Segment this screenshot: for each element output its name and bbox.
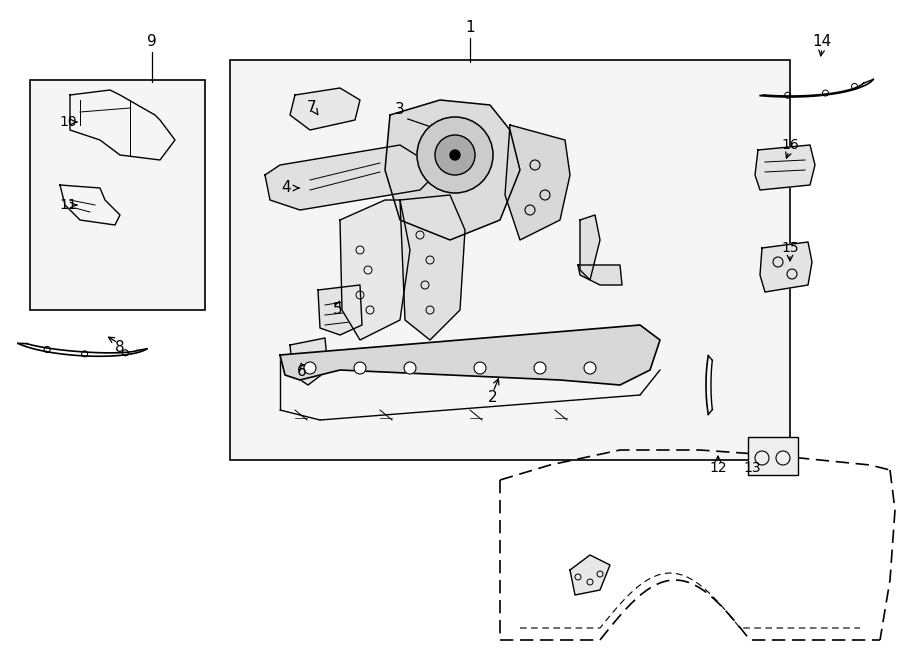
Circle shape: [435, 135, 475, 175]
Text: 1: 1: [465, 20, 475, 36]
Circle shape: [534, 362, 546, 374]
Text: 5: 5: [333, 303, 343, 317]
Circle shape: [584, 362, 596, 374]
Circle shape: [474, 362, 486, 374]
Text: 16: 16: [781, 138, 799, 152]
Polygon shape: [265, 145, 440, 210]
Circle shape: [417, 117, 493, 193]
Polygon shape: [570, 555, 610, 595]
Text: 9: 9: [147, 34, 157, 50]
Text: 6: 6: [297, 364, 307, 379]
Polygon shape: [385, 100, 520, 240]
Bar: [748, 437, 798, 475]
Text: 11: 11: [59, 198, 76, 212]
Text: 8: 8: [115, 340, 125, 356]
Text: 14: 14: [813, 34, 832, 50]
Text: 12: 12: [709, 461, 727, 475]
Text: 3: 3: [395, 102, 405, 118]
Polygon shape: [280, 325, 660, 385]
Text: 7: 7: [307, 100, 317, 116]
Text: 13: 13: [743, 461, 760, 475]
Text: 4: 4: [281, 180, 291, 196]
Polygon shape: [578, 265, 622, 285]
FancyBboxPatch shape: [230, 60, 790, 460]
Polygon shape: [318, 285, 362, 335]
Circle shape: [354, 362, 366, 374]
Text: 2: 2: [488, 389, 498, 405]
Polygon shape: [580, 215, 600, 280]
FancyBboxPatch shape: [30, 80, 205, 310]
Text: 10: 10: [59, 115, 76, 129]
Text: 15: 15: [781, 241, 799, 255]
Polygon shape: [340, 200, 410, 340]
Circle shape: [404, 362, 416, 374]
Circle shape: [450, 150, 460, 160]
Polygon shape: [290, 338, 328, 385]
Polygon shape: [290, 88, 360, 130]
Polygon shape: [760, 242, 812, 292]
Polygon shape: [755, 145, 815, 190]
Circle shape: [304, 362, 316, 374]
Polygon shape: [400, 195, 465, 340]
Polygon shape: [505, 125, 570, 240]
